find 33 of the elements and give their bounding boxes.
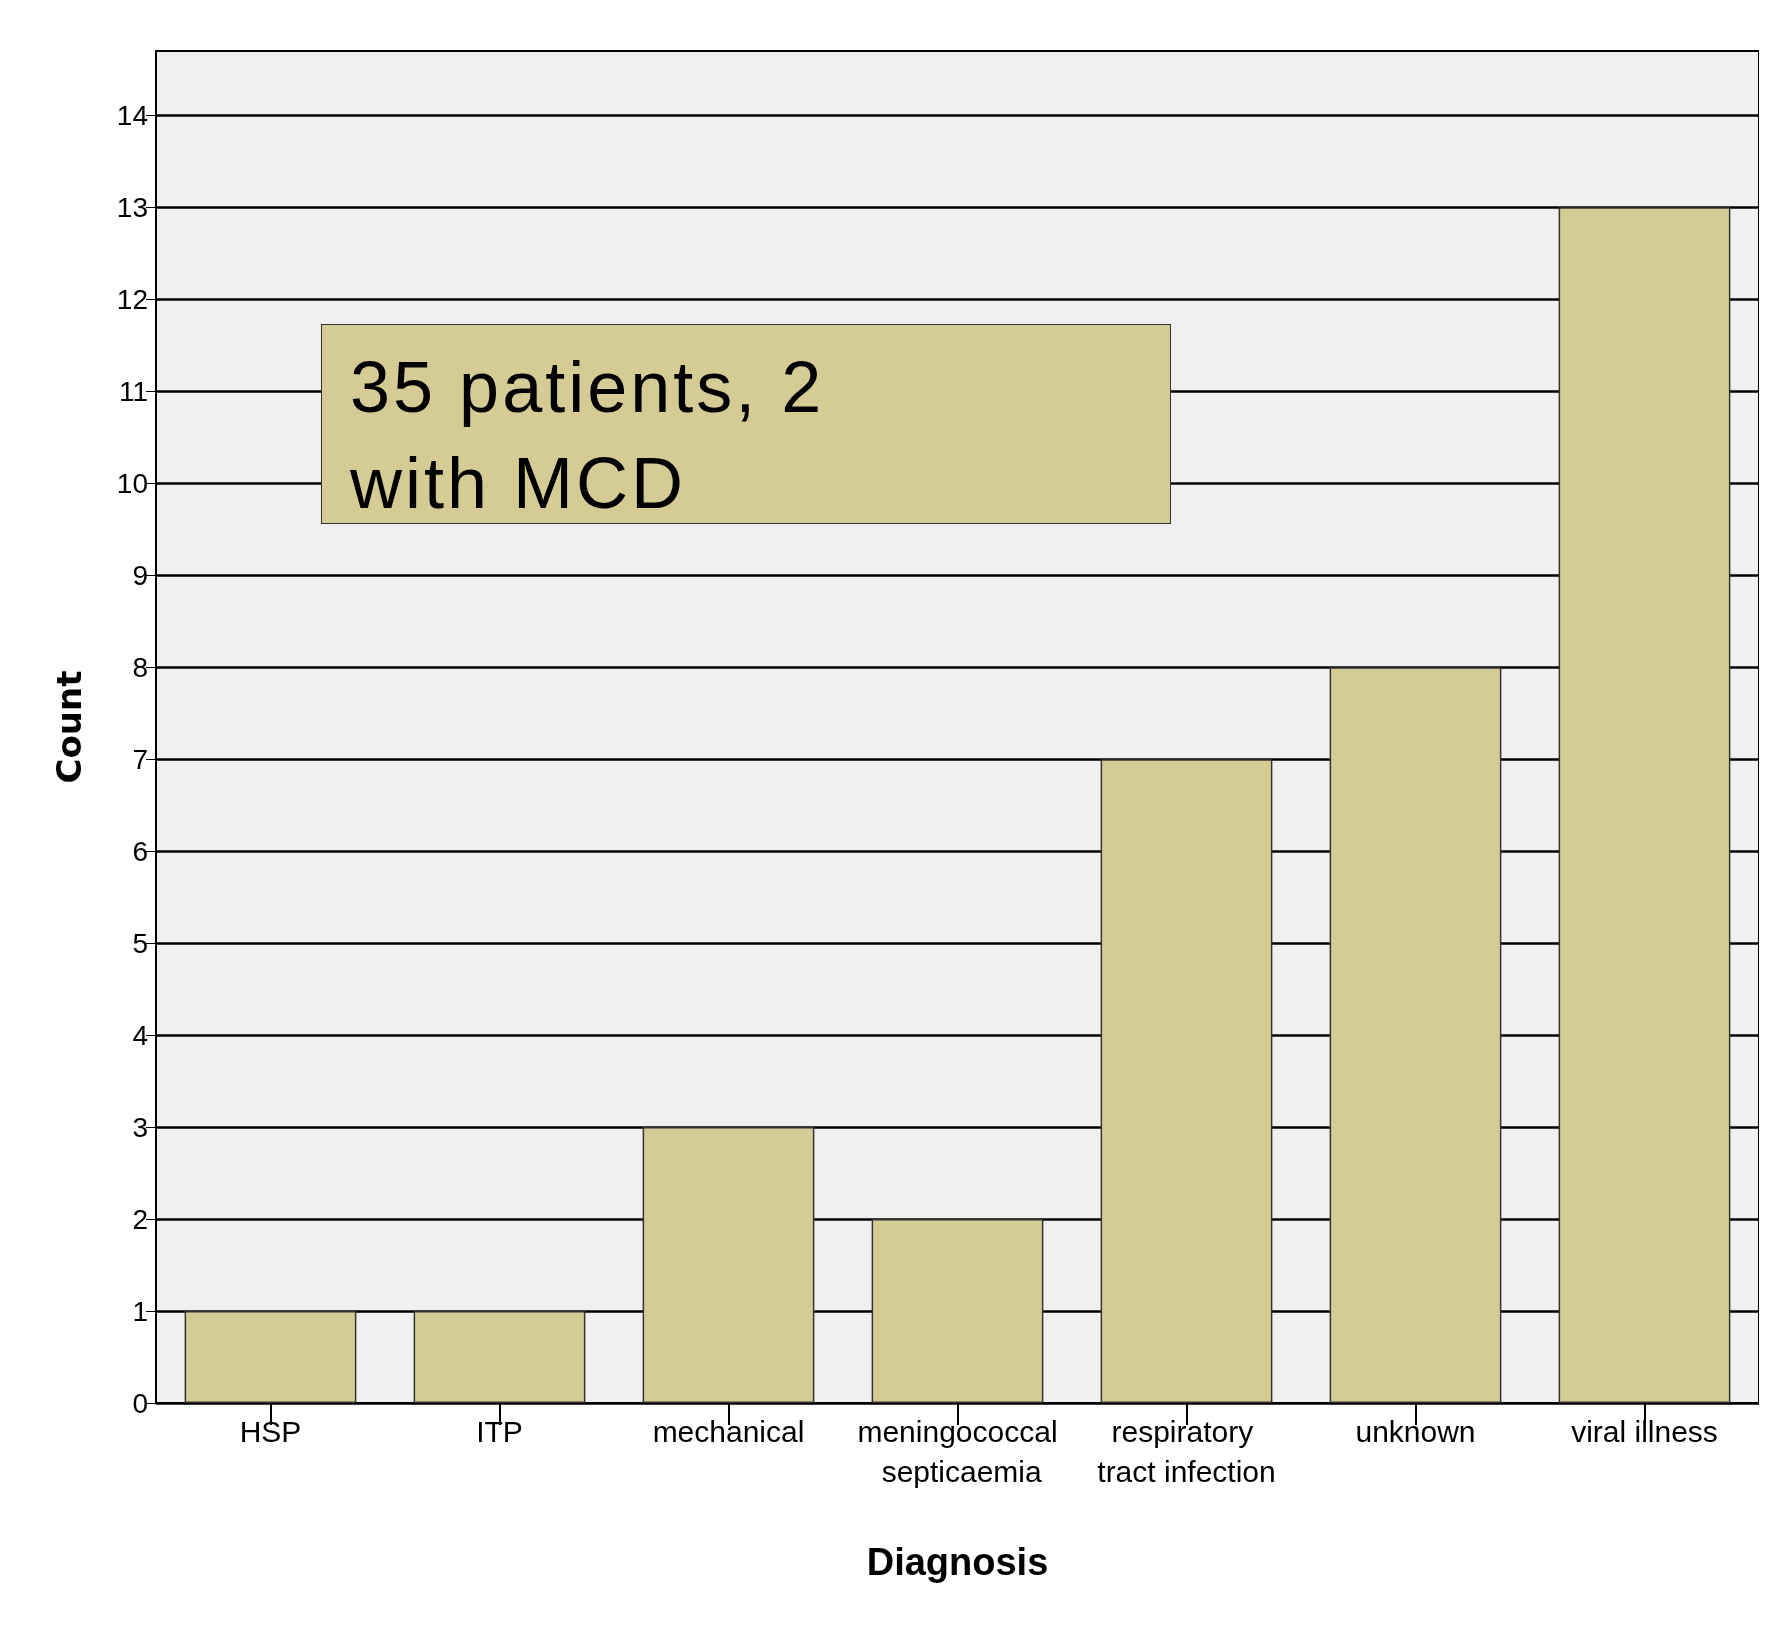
bar bbox=[413, 1311, 586, 1403]
y-tick-label: 8 bbox=[132, 651, 148, 683]
x-tick-label: mechanical bbox=[652, 1414, 805, 1448]
y-tick-label: 1 bbox=[132, 1295, 148, 1327]
bar bbox=[1100, 759, 1273, 1403]
x-tick-label: HSP bbox=[239, 1414, 302, 1448]
bar bbox=[642, 1127, 815, 1403]
y-tick-label: 2 bbox=[132, 1203, 148, 1235]
y-tick-label: 0 bbox=[132, 1387, 148, 1419]
x-tick-label: ITP bbox=[476, 1414, 523, 1448]
y-tick-label: 3 bbox=[132, 1111, 148, 1143]
y-tick-label: 6 bbox=[132, 835, 148, 867]
x-tick-label: viral illness bbox=[1571, 1414, 1718, 1448]
x-axis-title: Diagnosis bbox=[866, 1541, 1049, 1583]
bar bbox=[1329, 667, 1502, 1403]
bar bbox=[871, 1219, 1044, 1403]
y-tick-label: 9 bbox=[132, 559, 148, 591]
bar bbox=[184, 1311, 357, 1403]
y-tick-label: 11 bbox=[118, 375, 148, 407]
bar bbox=[1558, 207, 1731, 1403]
x-tick-label: unknown bbox=[1355, 1414, 1476, 1448]
y-tick-label: 13 bbox=[116, 191, 148, 223]
y-tick-label: 4 bbox=[132, 1019, 148, 1051]
y-tick-label: 10 bbox=[116, 467, 148, 499]
y-axis-title: Count bbox=[49, 670, 89, 784]
annotation: 35 patients, 2 with MCD bbox=[350, 346, 826, 525]
text-box: 35 patients, 2 with MCD bbox=[321, 324, 1171, 524]
y-tick-label: 5 bbox=[132, 927, 148, 959]
y-tick-label: 14 bbox=[116, 99, 148, 131]
x-tick-label: respiratory tract infection bbox=[1097, 1414, 1276, 1488]
x-tick-label: meningococcal septicaemia bbox=[857, 1414, 1058, 1488]
y-tick-label: 12 bbox=[116, 283, 148, 315]
y-tick-label: 7 bbox=[132, 743, 148, 775]
